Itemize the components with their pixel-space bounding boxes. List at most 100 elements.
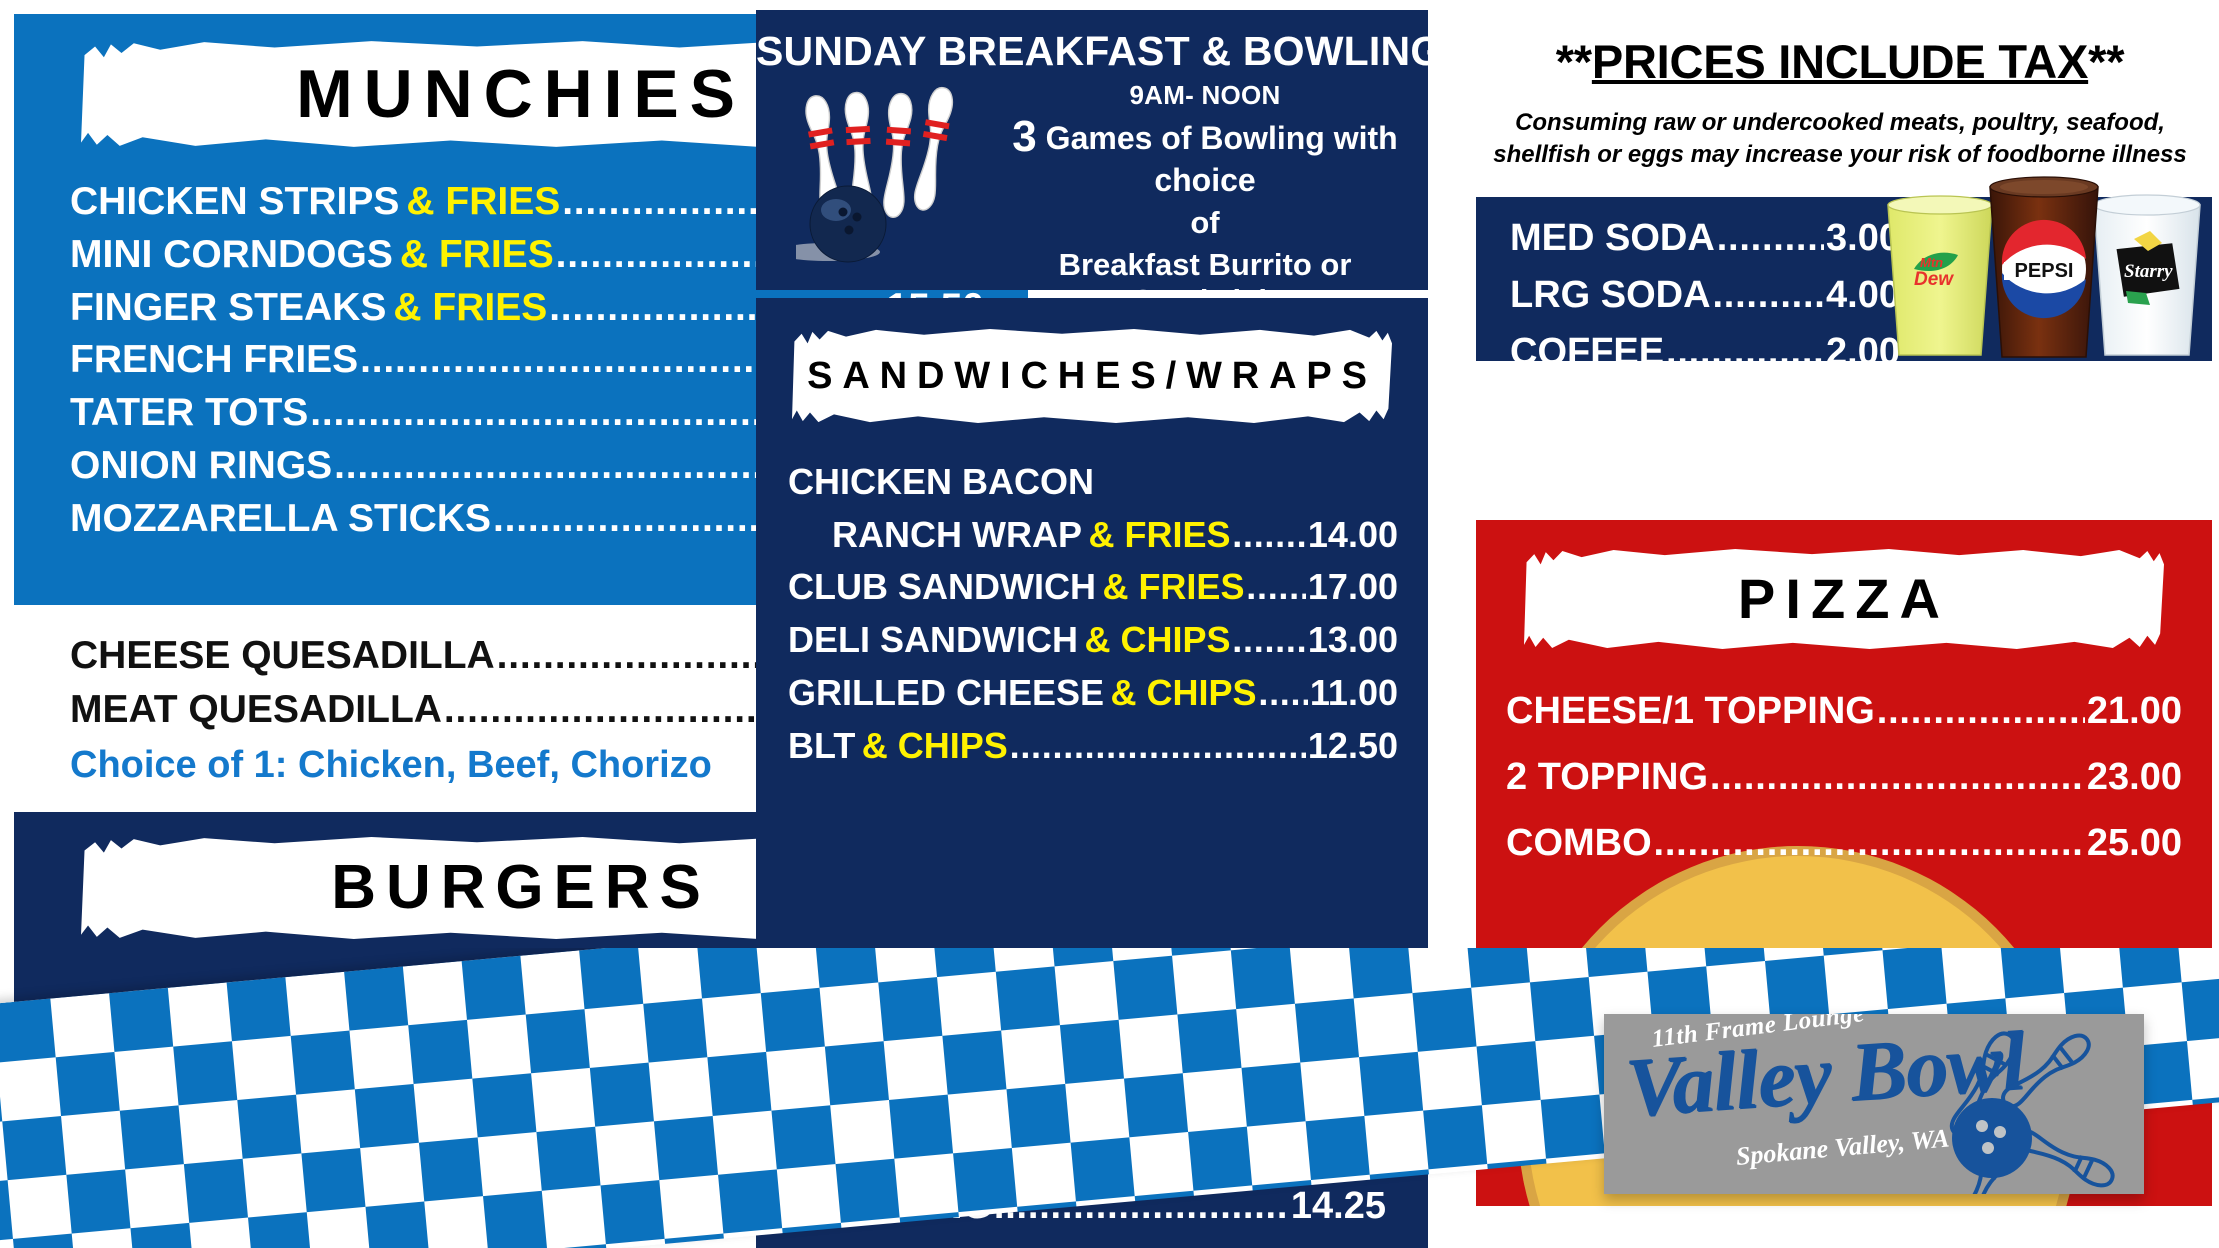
sandwiches-title-brush: SANDWICHES/WRAPS <box>792 328 1392 424</box>
dot-leader <box>1654 824 2085 863</box>
pizza-title: PIZZA <box>1737 567 1951 630</box>
dot-leader <box>994 1187 1289 1226</box>
menu-row: 1 TOPPING 14.25 <box>790 1184 1386 1227</box>
drinks-item-list: MED SODA 3.00 LRG SODA 4.00 COFFEE 2.00 RED BU… <box>1510 219 1900 428</box>
item-name: DELI SANDWICH <box>788 619 1078 661</box>
item-name: MEAT QUESADILLA <box>70 687 442 731</box>
item-name: CHICKEN STRIPS <box>70 180 400 223</box>
item-price: 11.00 <box>1309 671 1398 713</box>
item-price: 3.00 <box>1826 217 1900 259</box>
logo-bowling-icon <box>1949 1031 2115 1194</box>
item-name: RANCH WRAP <box>832 513 1082 555</box>
svg-text:PEPSI: PEPSI <box>2015 260 2074 282</box>
tax-headline-text: PRICES INCLUDE TAX <box>1591 35 2089 88</box>
pizza-item-list: CHEESE/1 TOPPING 21.00 2 TOPPING 23.00 COMBO… <box>1506 692 2182 862</box>
item-name: CLUB SANDWICH <box>788 566 1096 608</box>
item-side: & FRIES <box>1102 566 1245 608</box>
item-name: CHEESE/1 TOPPING <box>1506 690 1875 732</box>
svg-text:Mtn: Mtn <box>1920 255 1943 270</box>
prices-include-tax-heading: **PRICES INCLUDE TAX** <box>1470 34 2210 89</box>
drinks-panel: MED SODA 3.00 LRG SODA 4.00 COFFEE 2.00 RED BU… <box>1476 176 2212 428</box>
menu-row: CHICKEN BACON <box>788 461 1398 502</box>
item-name: RED BULL <box>1510 387 1703 430</box>
tax-note-panel: **PRICES INCLUDE TAX** Consuming raw or … <box>1470 16 2210 206</box>
burgers-title: BURGERS <box>331 853 711 922</box>
dot-leader <box>1710 758 2085 797</box>
item-name: MOZZARELLA STICKS <box>70 496 492 540</box>
item-name: CHICKEN BACON <box>788 461 1094 502</box>
item-price: 14.00 <box>1307 513 1398 555</box>
item-name: COMBO <box>1506 821 1652 864</box>
item-name: BLT <box>788 724 856 766</box>
item-side: & CHIPS <box>1110 671 1257 713</box>
dot-leader <box>1877 692 2085 731</box>
svg-text:Starry: Starry <box>2124 261 2173 282</box>
pepsi-cup-icon: PEPSI <box>1989 176 2099 358</box>
dot-leader <box>1258 675 1308 712</box>
valley-bowl-logo: 11th Frame Lounge Valley Bowl Spokane Va… <box>1604 1014 2144 1194</box>
item-side: & FRIES <box>1088 513 1231 555</box>
sandwiches-panel: SANDWICHES/WRAPS CHICKEN BACON RANCH WRAP… <box>756 298 1428 956</box>
sunday-breakfast-panel: SUNDAY BREAKFAST & BOWLING <box>756 10 1443 377</box>
item-name: FRENCH FRIES <box>70 338 359 382</box>
item-name: BACON CHEESEBURGER <box>70 1177 554 1221</box>
item-price: 2.00 <box>1826 330 1900 373</box>
item-side: & FRIES <box>406 180 561 223</box>
menu-row: BLT& CHIPS 12.50 <box>788 724 1398 766</box>
sunday-title: SUNDAY BREAKFAST & BOWLING <box>756 28 1443 74</box>
dot-leader <box>1704 389 1824 428</box>
menu-row: 2 TOPPING 23.00 <box>1506 755 2182 798</box>
logo-bottom-line: Spokane Valley, WA <box>1734 1123 1951 1171</box>
flatbread-title: FLATBREAD <box>905 1008 1279 1064</box>
item-name: CHEESE QUESADILLA <box>70 634 495 677</box>
menu-row: CHEESE/1 TOPPING 21.00 <box>1506 692 2182 731</box>
sunday-games-text: Games of Bowling with choice <box>1045 120 1398 198</box>
menu-row: RANCH WRAP& FRIES 14.00 <box>788 513 1398 555</box>
stars-right: ** <box>2088 35 2125 88</box>
menu-row: CHEESE 13.25 <box>790 1126 1386 1165</box>
dot-leader <box>1717 219 1824 258</box>
item-name: HAMBURGER DELUXE <box>70 1050 497 1093</box>
item-price: 17.00 <box>1307 566 1398 608</box>
item-name: MED SODA <box>1510 217 1715 259</box>
item-price: 13.00 <box>1307 619 1398 661</box>
sunday-line1: 3 Games of Bowling with choice <box>996 112 1414 199</box>
flatbread-item-list: CHEESE13.251 TOPPING14.25COMBO16.00 <box>790 1126 1386 1248</box>
item-side: & CHIPS <box>1084 619 1231 661</box>
menu-row: DELI SANDWICH& CHIPS 13.00 <box>788 619 1398 661</box>
item-side: & CHIPS <box>861 724 1008 766</box>
menu-row: GRILLED CHEESE& CHIPS 11.00 <box>788 671 1398 713</box>
sandwiches-title: SANDWICHES/WRAPS <box>807 355 1377 397</box>
pizza-title-brush: PIZZA <box>1524 549 2164 649</box>
item-name: 1 TOPPING <box>790 1184 993 1227</box>
dot-leader <box>1232 517 1306 554</box>
mtn-dew-cup-icon: Mtn Dew <box>1887 195 1993 356</box>
item-name: CHEESEBURGER DELUXE <box>70 1113 569 1157</box>
flatbread-title-brush: FLATBREAD <box>792 988 1392 1084</box>
item-name: TATER TOTS <box>70 391 309 435</box>
menu-row: CLUB SANDWICH& FRIES 17.00 <box>788 569 1398 606</box>
sunday-games-number: 3 <box>1012 112 1037 161</box>
item-name: LRG SODA <box>1510 273 1711 316</box>
menu-row: LRG SODA 4.00 <box>1510 273 1900 316</box>
dot-leader <box>1666 333 1824 372</box>
menu-row: COMBO 25.00 <box>1506 821 2182 864</box>
disclaimer-line-2: shellfish or eggs may increase your risk… <box>1493 140 2187 168</box>
dot-leader <box>948 1126 1289 1165</box>
item-name: FINGER STEAKS <box>70 285 387 329</box>
starry-cup-icon: Starry <box>2093 194 2201 356</box>
sunday-hours: 9AM- NOON <box>1129 80 1281 110</box>
menu-row: RED BULL 4.00 <box>1510 389 1900 428</box>
munchies-title: MUNCHIES <box>296 56 746 132</box>
item-name: GRILLED CHEESE <box>788 671 1105 713</box>
item-price: 21.00 <box>2086 690 2182 732</box>
item-name: 2 TOPPING <box>1506 755 1709 798</box>
item-price: 4.00 <box>1826 387 1900 430</box>
item-name: COFFEE <box>1510 330 1665 373</box>
item-price: 14.25 <box>1290 1184 1386 1227</box>
menu-row: MED SODA 3.00 <box>1510 219 1900 258</box>
disclaimer-line-1: Consuming raw or undercooked meats, poul… <box>1515 109 2165 136</box>
item-name: MINI CORNDOGS <box>70 232 393 276</box>
